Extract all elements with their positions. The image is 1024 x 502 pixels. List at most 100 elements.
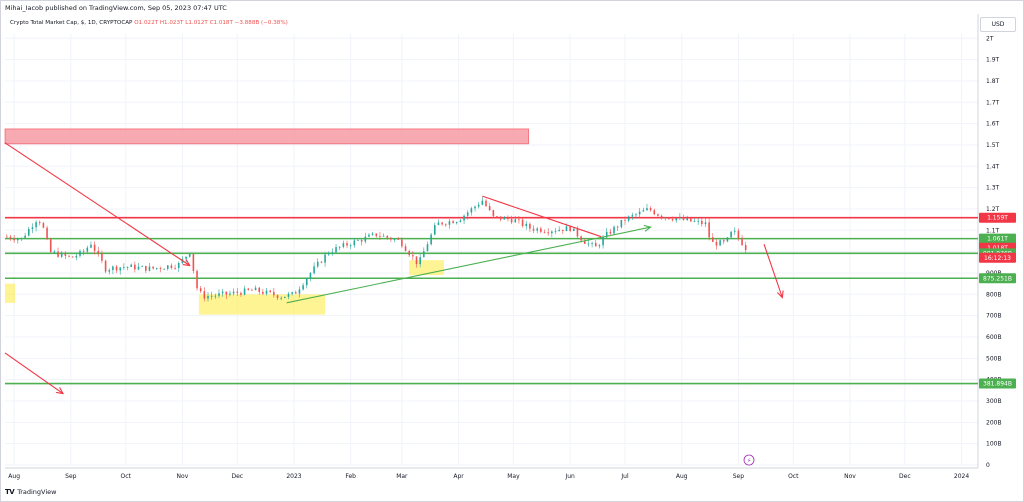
candle-body [664,217,667,219]
projection-arrow-head [776,290,784,299]
candle-body [408,250,410,256]
price-axis-labels: 1.159T1.061T1.018T991.976B875.251B381.89… [979,212,1016,389]
currency-button[interactable]: USD [980,17,1016,32]
x-tick-label: Dec [899,473,911,480]
candle-body [653,210,656,215]
candle-body [357,240,359,241]
candle-body [693,221,696,222]
candle-body [119,267,122,271]
candle-body [547,232,549,234]
uptrend-arrow-head [643,224,652,232]
y-tick-label: 1.1T [986,227,1000,234]
candle-body [726,237,729,242]
candle-body [496,216,498,217]
candle-body [188,254,191,257]
candle-body [305,278,308,286]
candle-body [141,265,143,267]
footer-brand: TV TradingView [5,488,56,496]
candle-body [163,268,165,270]
candle-body [444,224,447,226]
y-tick-label: 700B [986,313,1002,320]
candle-body [686,218,688,220]
lightning-icon [743,454,755,466]
candle-body [258,287,261,292]
candle-body [101,253,103,261]
candle-body [609,231,612,234]
candle-body [71,256,74,258]
uptrend-arrow [286,226,651,304]
candle-body [638,211,641,215]
candle-body [152,266,154,269]
candle-body [562,229,564,232]
candle-body [733,230,736,232]
candle-body [24,235,26,238]
candle-body [474,206,476,209]
accumulation-zone [198,294,326,315]
candle-body [646,208,648,211]
candle-body [104,260,107,272]
candle-body [708,222,710,238]
candle-body [375,233,378,237]
y-tick-label: 1.8T [986,78,1000,85]
candle-body [437,222,440,226]
y-tick-label: 1.2T [986,206,1000,213]
candle-body [744,245,747,250]
candle-body [159,267,162,269]
price-level-tag-text: 875.251B [983,275,1012,282]
candle-body [657,214,659,216]
candle-body [214,295,217,297]
x-tick-label: Oct [121,473,132,480]
candle-body [112,266,114,271]
downtrend-arrow [4,142,191,266]
candle-body [503,217,506,220]
countdown-tag-text: 16:12:13 [984,255,1011,262]
candle-body [532,228,535,231]
y-tick-label: 300B [986,398,1002,405]
candle-body [594,242,597,247]
candle-body [426,244,429,252]
x-tick-label: 2024 [954,473,969,480]
candle-body [620,219,623,228]
candle-body [598,245,601,247]
candle-body [459,220,462,223]
candle-body [280,297,282,299]
candle-body [9,236,12,239]
candle-body [679,217,681,219]
candle-body [13,238,15,241]
candle-body [488,206,491,211]
candle-body [404,246,407,251]
candle-body [631,215,634,217]
candle-body [719,240,721,246]
candle-body [148,266,151,271]
x-tick-label: Dec [231,473,243,480]
y-tick-label: 800B [986,291,1002,298]
candle-body [463,215,465,221]
candle-body [675,218,678,221]
price-level-tag-text: 1.061T [987,236,1008,243]
candle-body [441,222,443,225]
candle-body [741,237,743,246]
candle-body [616,226,619,228]
candle-body [35,222,37,228]
candle-body [46,227,48,240]
countdown-tag [979,252,1016,263]
candle-body [668,217,670,220]
candle-body [587,243,590,245]
x-tick-label: Oct [788,473,799,480]
candle-body [6,236,8,238]
price-level-tag [979,273,1016,284]
candle-body [262,291,264,294]
candle-body [412,255,414,257]
y-tick-label: 1.5T [986,142,1000,149]
candle-body [243,288,246,295]
candle-body [123,267,125,268]
candle-body [379,236,381,237]
candle-body [335,247,337,253]
candle-body [115,266,118,271]
candle-body [569,226,571,232]
symbol-name[interactable]: Crypto Total Market Cap, $, 1D, CRYPTOCA… [10,20,133,26]
candle-body [690,218,692,222]
candle-body [470,208,473,213]
candle-body [203,291,206,299]
